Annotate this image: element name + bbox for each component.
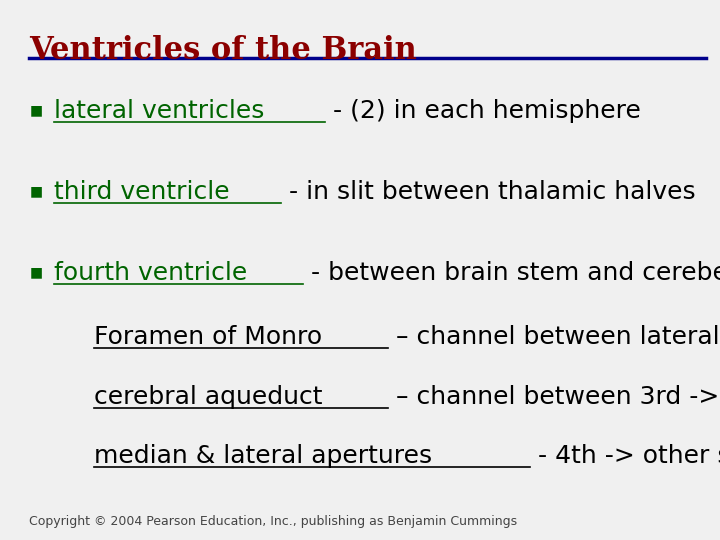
Text: - in slit between thalamic halves: - in slit between thalamic halves <box>281 180 696 204</box>
Text: ■: ■ <box>30 185 43 199</box>
Text: cerebral aqueduct: cerebral aqueduct <box>94 385 322 409</box>
Text: third ventricle: third ventricle <box>54 180 230 204</box>
Text: median & lateral apertures: median & lateral apertures <box>94 444 432 468</box>
Text: Ventricles of the Brain: Ventricles of the Brain <box>29 35 417 66</box>
Text: - (2) in each hemisphere: - (2) in each hemisphere <box>325 99 642 123</box>
Text: - 4th -> other spaces: - 4th -> other spaces <box>530 444 720 468</box>
Text: - between brain stem and cerebellum: - between brain stem and cerebellum <box>303 261 720 285</box>
Text: fourth ventricle: fourth ventricle <box>54 261 247 285</box>
Text: – channel between lateral -> 3rd: – channel between lateral -> 3rd <box>388 326 720 349</box>
Text: Copyright © 2004 Pearson Education, Inc., publishing as Benjamin Cummings: Copyright © 2004 Pearson Education, Inc.… <box>29 515 517 528</box>
Text: ■: ■ <box>30 104 43 118</box>
Text: ■: ■ <box>30 266 43 280</box>
Text: lateral ventricles: lateral ventricles <box>54 99 264 123</box>
Text: – channel between 3rd -> 4th: – channel between 3rd -> 4th <box>388 385 720 409</box>
Text: Foramen of Monro: Foramen of Monro <box>94 326 322 349</box>
